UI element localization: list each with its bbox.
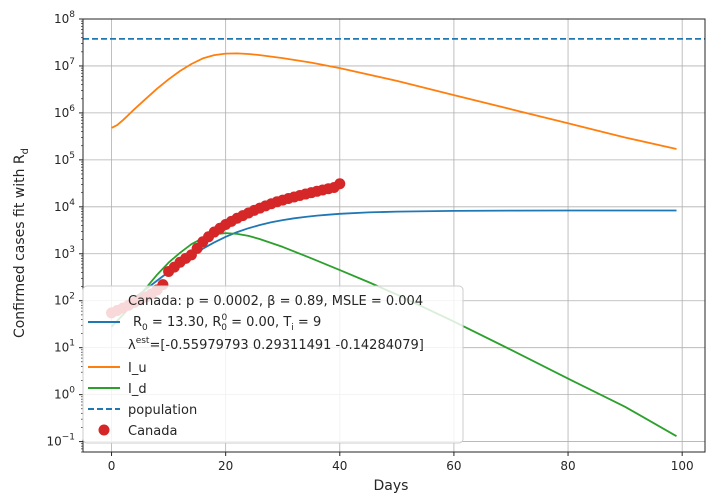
legend-title-line: Canada: p = 0.0002, β = 0.89, MSLE = 0.0…	[128, 294, 423, 309]
y-tick-label: 101	[54, 339, 75, 355]
canada-point	[334, 178, 346, 190]
legend-canada-marker	[98, 424, 110, 436]
y-tick-label: 102	[54, 292, 75, 308]
y-tick-label: 104	[54, 198, 75, 214]
series-rd-line	[110, 209, 677, 316]
x-tick-label: 80	[560, 459, 575, 473]
x-ticks: 0 20 40 60 80 100	[108, 452, 694, 473]
legend-id-label: I_d	[128, 382, 147, 397]
y-tick-label: 105	[54, 151, 75, 167]
legend-population-label: population	[128, 403, 197, 418]
legend-box	[82, 285, 464, 444]
y-tick-label: 106	[54, 104, 75, 120]
x-axis-label: Days	[374, 478, 409, 494]
y-ticks: 10−1 100 101 102 103 104 105 106 107 108	[46, 10, 83, 453]
legend-iu-label: I_u	[128, 361, 147, 376]
y-tick-label: 103	[54, 245, 75, 261]
legend: Canada: p = 0.0002, β = 0.89, MSLE = 0.0…	[82, 285, 464, 444]
y-axis-label: Confirmed cases fit with Rd	[12, 148, 31, 338]
legend-lambda-line: λest=[-0.55979793 0.29311491 -0.14284079…	[128, 336, 424, 353]
x-tick-label: 40	[332, 459, 347, 473]
legend-canada-label: Canada	[128, 424, 177, 439]
x-tick-label: 60	[446, 459, 461, 473]
plot-frame	[82, 18, 706, 453]
legend-rd-label: R0 = 13.30, R0 0 = 0.00, Ti = 9	[133, 313, 321, 333]
y-tick-label: 108	[54, 10, 75, 26]
series-iu-line	[111, 52, 677, 150]
x-tick-label: 0	[108, 459, 116, 473]
x-tick-label: 100	[671, 459, 694, 473]
y-tick-label: 100	[54, 386, 75, 402]
y-tick-label: 10−1	[46, 433, 75, 449]
y-tick-label: 107	[54, 57, 75, 73]
x-tick-label: 20	[218, 459, 233, 473]
